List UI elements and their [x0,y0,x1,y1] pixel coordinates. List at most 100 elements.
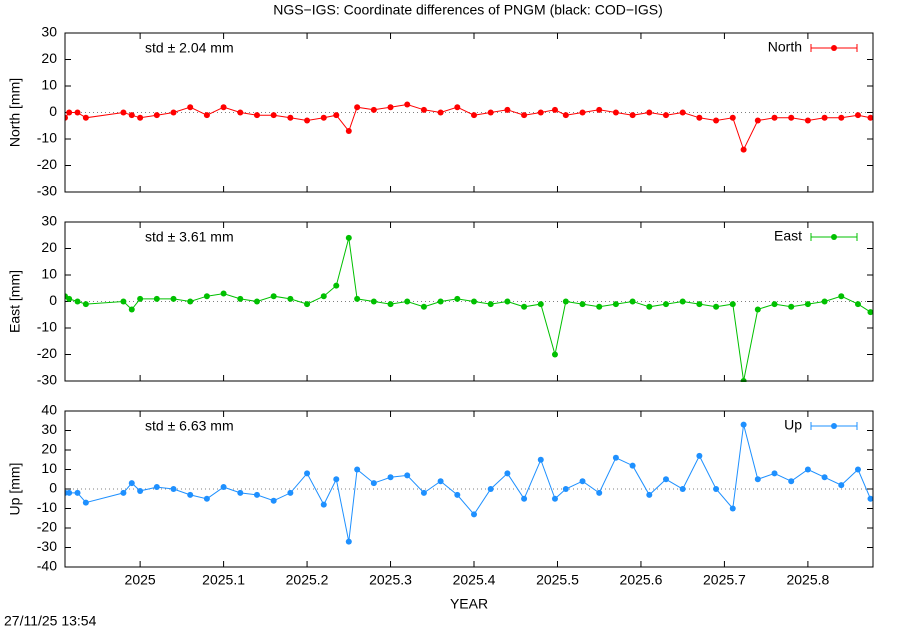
x-tick-label: 2025 [125,572,156,588]
data-point [270,293,277,300]
data-point [420,106,427,113]
data-point [804,117,811,124]
plot-border [64,221,874,382]
data-point [504,470,511,477]
data-point [740,421,747,428]
data-point [646,491,653,498]
data-point [740,146,747,153]
data-point [838,293,845,300]
y-tick-label: 30 [41,213,57,229]
y-tick-label: -10 [37,319,57,335]
y-tick-label: -20 [37,156,57,172]
y-tick-label: 20 [41,239,57,255]
data-point [153,484,160,491]
data-point [579,478,586,485]
data-point [579,109,586,116]
data-point [137,295,144,302]
plot-area [65,101,873,153]
y-tick-label: -20 [37,519,57,535]
data-point [562,298,569,305]
data-point [304,117,311,124]
data-point [454,295,461,302]
data-point [679,109,686,116]
data-point [387,301,394,308]
x-tick-label: 2025.8 [786,572,829,588]
data-point [370,298,377,305]
data-point [729,505,736,512]
data-point [521,495,528,502]
y-axis-label: North [mm] [7,78,23,147]
y-tick-label: -10 [37,130,57,146]
data-point [74,489,81,496]
data-point [120,298,127,305]
data-point [128,112,135,119]
data-point [287,295,294,302]
data-point [788,478,795,485]
y-tick-label: -30 [37,372,57,388]
series-line [65,424,871,542]
data-point [187,104,194,111]
data-point [729,114,736,121]
data-point [471,511,478,518]
data-point [253,112,260,119]
x-axis-label: YEAR [450,596,488,612]
data-point [537,456,544,463]
data-point [304,301,311,308]
plot-area [65,421,873,545]
x-tick-label: 2025.4 [453,572,496,588]
data-point [838,482,845,489]
data-point [804,466,811,473]
plot-border [64,410,874,568]
data-point [320,501,327,508]
legend-marker [831,423,837,429]
data-point [437,478,444,485]
data-point [771,114,778,121]
data-point [66,489,73,496]
data-point [679,486,686,492]
chart-title: NGS−IGS: Coordinate differences of PNGM … [273,2,663,18]
data-point [662,112,669,119]
data-point [579,301,586,308]
y-tick-label: 0 [49,480,57,496]
std-annotation: std ± 3.61 mm [145,229,234,245]
data-point [754,476,761,483]
data-point [854,112,861,119]
data-point [713,486,720,492]
legend-label: East [774,228,802,244]
data-point [596,303,603,310]
y-tick-label: 30 [41,24,57,40]
data-point [696,301,703,308]
data-point [504,298,511,305]
data-point [82,499,89,506]
data-point [771,301,778,308]
data-point [253,298,260,305]
data-point [354,104,361,111]
data-point [354,295,361,302]
data-point [821,114,828,121]
data-point [788,303,795,310]
data-point [612,301,619,308]
data-point [120,489,127,496]
data-point [170,109,177,116]
data-point [220,290,227,297]
data-point [170,486,177,492]
y-axis-label: Up [mm] [7,463,23,516]
data-point [137,487,144,494]
data-point [137,114,144,121]
data-point [404,101,411,108]
data-point [420,489,427,496]
data-point [696,452,703,459]
data-point [646,303,653,310]
y-axis-label: East [mm] [7,270,23,333]
data-point [253,491,260,498]
data-point [487,109,494,116]
data-point [74,109,81,116]
data-point [754,306,761,313]
data-point [237,295,244,302]
y-tick-label: 10 [41,77,57,93]
data-point [237,489,244,496]
data-point [404,472,411,479]
x-tick-label: 2025.1 [202,572,245,588]
data-point [771,470,778,477]
data-point [333,282,340,289]
